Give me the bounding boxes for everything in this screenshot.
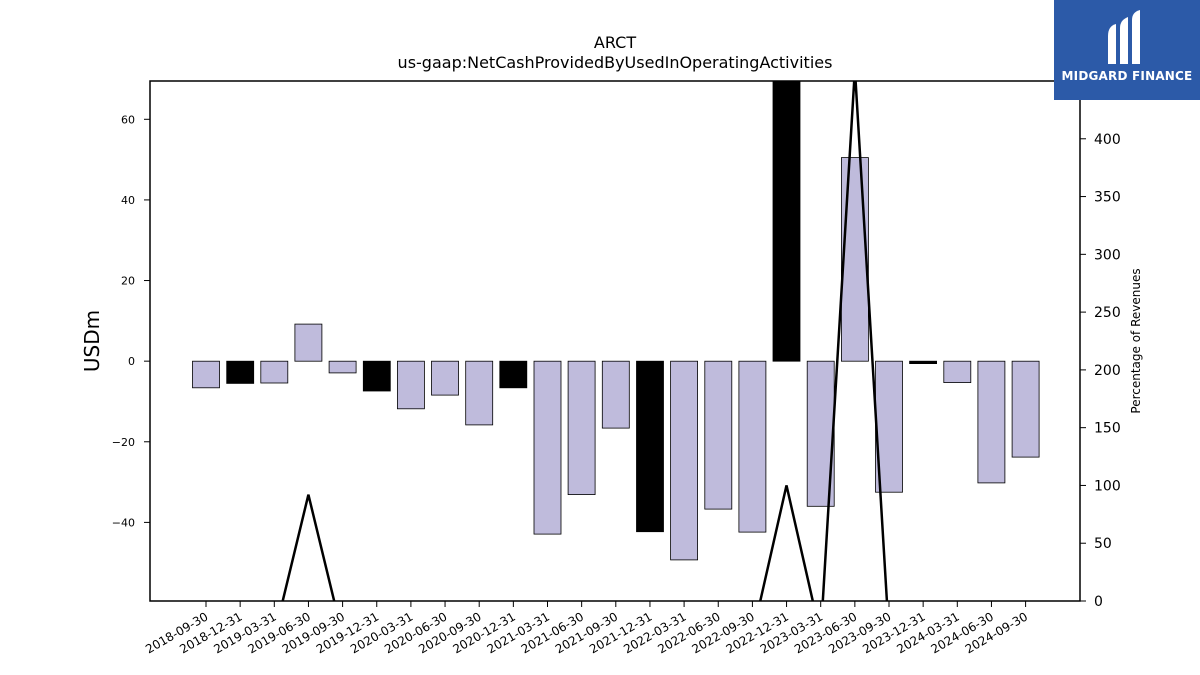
bar-2020-06-30 xyxy=(431,360,459,396)
bar-2018-12-31 xyxy=(226,360,255,384)
logo-text: MIDGARD FINANCE xyxy=(1061,69,1193,83)
bar-2023-06-30 xyxy=(841,157,869,362)
brand-logo: MIDGARD FINANCE xyxy=(1054,0,1200,100)
bar-2019-06-30 xyxy=(294,323,323,362)
bar-2022-12-31 xyxy=(772,81,801,362)
y-tick-label-left: 20 xyxy=(121,275,135,288)
chart-subtitle: us-gaap:NetCashProvidedByUsedInOperating… xyxy=(398,53,833,72)
y-axis-label-left: USDm xyxy=(80,310,104,372)
bars-group xyxy=(192,81,1040,561)
ratio-line-segment-1 xyxy=(758,81,889,601)
bar-2018-09-30 xyxy=(192,360,220,389)
y-tick-label-right: 300 xyxy=(1094,247,1121,263)
y-tick-label-right: 200 xyxy=(1094,363,1121,379)
y-tick-label-right: 100 xyxy=(1094,478,1121,494)
line-group xyxy=(281,81,889,601)
bar-2019-09-30 xyxy=(328,360,357,374)
bar-2022-06-30 xyxy=(704,360,733,510)
bar-2020-12-31 xyxy=(499,360,528,389)
y-tick-label-right: 400 xyxy=(1094,132,1121,148)
midgard-logo-icon xyxy=(1108,10,1140,64)
y-tick-label-right: 250 xyxy=(1094,305,1121,321)
bar-2022-03-31 xyxy=(670,360,698,561)
y-tick-label-left: 0 xyxy=(128,355,135,368)
bar-2023-12-31 xyxy=(909,360,937,365)
y-tick-label-left: 60 xyxy=(121,113,135,126)
plot-frame xyxy=(149,80,1081,602)
bar-2019-03-31 xyxy=(260,360,289,384)
y-axis-right: 0 50 100 150 200 250 300 350 400 xyxy=(1080,132,1121,610)
y-tick-label-left: −20 xyxy=(112,436,135,449)
y-tick-label-left: −40 xyxy=(112,516,135,529)
bar-2022-09-30 xyxy=(738,360,767,533)
y-tick-label-right: 350 xyxy=(1094,190,1121,206)
x-axis: 2018-09-302018-12-312019-03-312019-06-30… xyxy=(143,601,1030,656)
y-axis-left: −40 −20 0 20 40 60 xyxy=(112,113,150,529)
ratio-line-segment-0 xyxy=(281,494,336,601)
bar-2024-03-31 xyxy=(943,360,972,384)
bar-2021-03-31 xyxy=(533,360,562,535)
y-tick-label-right: 50 xyxy=(1094,536,1112,552)
bar-2020-09-30 xyxy=(465,360,494,426)
y-tick-label-right: 150 xyxy=(1094,421,1121,437)
bar-2021-06-30 xyxy=(567,360,596,496)
bar-2019-12-31 xyxy=(362,360,391,392)
y-tick-label-left: 40 xyxy=(121,194,135,207)
bar-2020-03-31 xyxy=(396,360,425,410)
chart-title: ARCT xyxy=(594,33,636,52)
bar-2021-09-30 xyxy=(601,360,630,429)
bar-2024-09-30 xyxy=(1011,360,1040,458)
y-axis-label-right: Percentage of Revenues xyxy=(1129,268,1143,413)
y-tick-label-right: 0 xyxy=(1094,594,1103,610)
bar-2024-06-30 xyxy=(977,360,1006,484)
bar-2021-12-31 xyxy=(636,360,664,533)
